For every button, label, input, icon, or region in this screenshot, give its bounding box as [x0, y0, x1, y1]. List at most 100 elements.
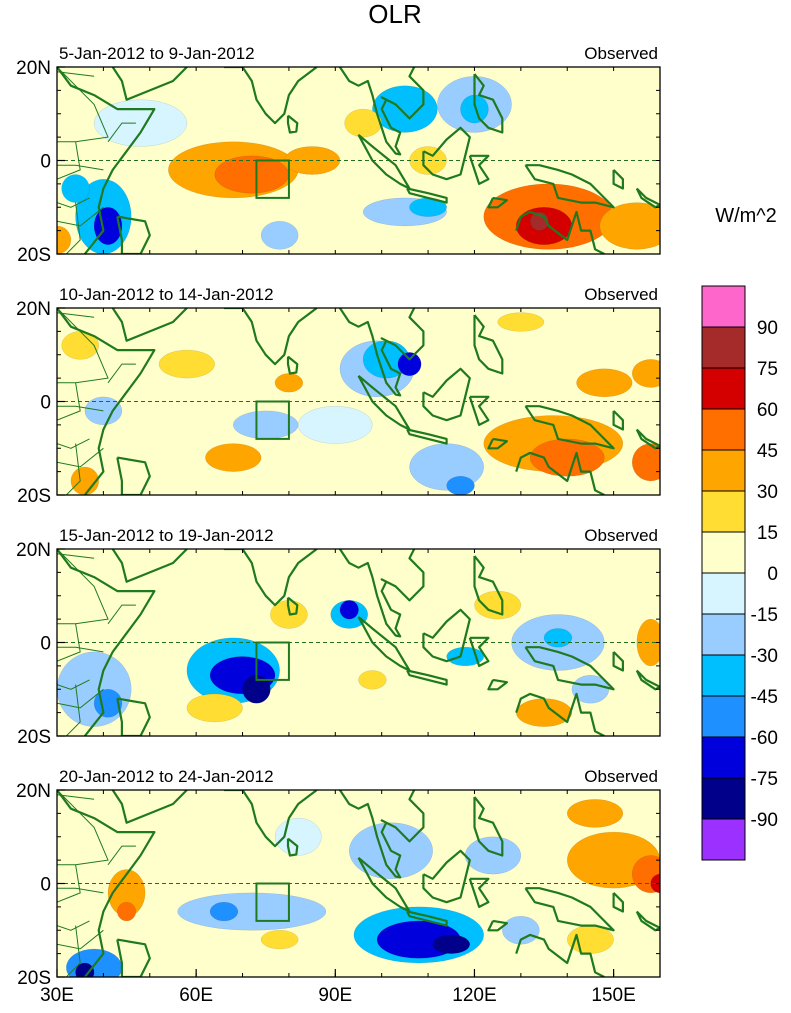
target-box [255, 641, 290, 681]
colorbar-label: 60 [757, 400, 778, 421]
coastline [338, 67, 425, 156]
coastline [116, 215, 151, 254]
coastline [635, 428, 660, 450]
anomaly-contour [158, 349, 215, 379]
country-border [57, 438, 90, 449]
anomaly-contour [631, 359, 660, 388]
coastline [116, 938, 151, 977]
colorbar-label: -15 [751, 605, 778, 626]
coastline [357, 615, 411, 672]
country-border [57, 308, 109, 384]
colorbar-swatch [701, 408, 746, 451]
anomaly-contour [432, 934, 471, 954]
panel-label: Observed [584, 526, 658, 545]
anomaly-contour [344, 108, 382, 138]
colorbar-label: 75 [757, 359, 778, 380]
coastline [406, 669, 448, 686]
anomaly-contour [566, 799, 624, 828]
x-tick-label: 90E [318, 985, 352, 1006]
country-border [57, 141, 81, 180]
anomaly-contour [474, 590, 522, 620]
anomaly-contour [358, 670, 387, 690]
country-border [57, 920, 90, 931]
coastline [468, 395, 490, 427]
x-tick-label: 30E [40, 985, 74, 1006]
coastline [487, 196, 508, 209]
coastline [286, 355, 299, 375]
coastline [57, 549, 156, 736]
colorbar-label: -75 [751, 769, 778, 790]
panel-label: Observed [584, 767, 658, 786]
coastline [635, 669, 660, 691]
y-tick-label: 20S [17, 245, 51, 266]
y-tick-label: 0 [40, 393, 51, 414]
country-border [57, 164, 104, 171]
country-border [57, 929, 104, 950]
coastline [473, 73, 504, 134]
y-tick-label: 20S [17, 968, 51, 989]
anomaly-contour [339, 600, 359, 620]
y-tick-label: 20N [16, 58, 51, 79]
x-tick-label: 60E [179, 985, 213, 1006]
coastline [422, 608, 471, 663]
coastline [406, 428, 448, 445]
country-border [107, 845, 136, 866]
coastline [612, 169, 625, 190]
anomaly-contour [260, 930, 299, 950]
coastline [612, 651, 625, 672]
panel-period: 5-Jan-2012 to 9-Jan-2012 [59, 44, 255, 63]
anomaly-contour [117, 901, 137, 922]
country-border [57, 197, 90, 208]
coastline [422, 367, 471, 422]
map-panel: 15-Jan-2012 to 19-Jan-2012 Observed 20N 0 20… [16, 526, 661, 748]
coastline [406, 910, 448, 927]
coastline [515, 933, 605, 977]
colorbar: 90 75 60 45 30 15 0 -15 -30 -45 -60 -75 -90 [701, 285, 778, 861]
coastline [515, 451, 605, 495]
coastline [224, 790, 318, 848]
country-border [57, 553, 95, 559]
coastline [524, 646, 615, 691]
country-border [57, 67, 109, 143]
country-border [57, 447, 104, 468]
y-tick-label: 0 [40, 634, 51, 655]
colorbar-swatch [701, 449, 746, 492]
country-border [57, 679, 90, 690]
country-border [65, 202, 81, 254]
country-border [57, 206, 104, 227]
country-border [57, 382, 81, 421]
panels: 5-Jan-2012 to 9-Jan-2012 Observed20N020S1… [16, 44, 661, 989]
colorbar-swatch [701, 736, 746, 779]
y-tick-label: 0 [40, 875, 51, 896]
colorbar-label: -45 [751, 687, 778, 708]
anomaly-contour [446, 476, 475, 495]
colorbar-units: W/m^2 [715, 205, 777, 227]
anomaly-contour [61, 174, 90, 203]
coastline [468, 636, 490, 668]
colorbar-swatch [701, 613, 746, 656]
coastline [57, 790, 156, 977]
country-border [107, 363, 136, 384]
colorbar-label: 0 [767, 564, 778, 585]
coastline [612, 892, 625, 913]
country-border [57, 312, 95, 318]
y-tick-label: 20S [17, 727, 51, 748]
country-border [65, 925, 81, 977]
coastline [422, 849, 471, 904]
colorbar-label: -30 [751, 646, 778, 667]
coastline [357, 133, 411, 190]
coastline [487, 919, 508, 932]
coastline [224, 67, 318, 125]
country-border [57, 794, 95, 800]
coastline [635, 187, 660, 209]
x-tick-label: 120E [452, 985, 496, 1006]
map-panel: 10-Jan-2012 to 14-Jan-2012 Observed 20N 0 20… [16, 285, 661, 507]
colorbar-label: -60 [751, 728, 778, 749]
coastline [357, 856, 411, 913]
anomaly-contour [297, 405, 373, 444]
anomaly-contour [274, 373, 304, 393]
coastline [357, 374, 411, 431]
anomaly-contour [93, 99, 188, 147]
anomaly-contour [502, 915, 540, 945]
panel-period: 10-Jan-2012 to 14-Jan-2012 [59, 285, 274, 304]
